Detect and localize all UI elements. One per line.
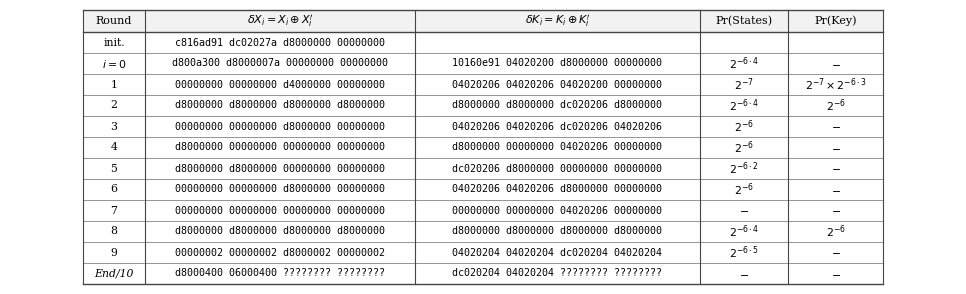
Text: $-$: $-$ — [831, 59, 840, 69]
Text: $2^{-6}$: $2^{-6}$ — [734, 181, 753, 198]
Text: 00000000 00000000 d8000000 00000000: 00000000 00000000 d8000000 00000000 — [175, 121, 385, 131]
Text: $-$: $-$ — [831, 121, 840, 131]
Text: 04020206 04020206 d8000000 00000000: 04020206 04020206 d8000000 00000000 — [452, 185, 663, 195]
Text: $2^{-6}$: $2^{-6}$ — [826, 97, 845, 114]
Text: 00000000 00000000 04020206 00000000: 00000000 00000000 04020206 00000000 — [452, 206, 663, 216]
Text: 3: 3 — [110, 121, 118, 131]
Text: $2^{-6\cdot5}$: $2^{-6\cdot5}$ — [729, 244, 759, 261]
Text: 10160e91 04020200 d8000000 00000000: 10160e91 04020200 d8000000 00000000 — [452, 59, 663, 69]
Text: 00000002 00000002 d8000002 00000002: 00000002 00000002 d8000002 00000002 — [175, 248, 385, 258]
Text: $-$: $-$ — [831, 143, 840, 153]
Text: 04020206 04020206 dc020206 04020206: 04020206 04020206 dc020206 04020206 — [452, 121, 663, 131]
Text: d8000000 d8000000 d8000000 d8000000: d8000000 d8000000 d8000000 d8000000 — [175, 101, 385, 111]
Text: $2^{-7}$: $2^{-7}$ — [734, 76, 753, 93]
Text: 00000000 00000000 00000000 00000000: 00000000 00000000 00000000 00000000 — [175, 206, 385, 216]
Text: $-$: $-$ — [739, 206, 749, 216]
Text: d8000400 06000400 ???????? ????????: d8000400 06000400 ???????? ???????? — [175, 268, 385, 278]
Text: dc020204 04020204 ???????? ????????: dc020204 04020204 ???????? ???????? — [452, 268, 663, 278]
Text: 00000000 00000000 d4000000 00000000: 00000000 00000000 d4000000 00000000 — [175, 79, 385, 89]
Text: 1: 1 — [110, 79, 118, 89]
Text: $-$: $-$ — [831, 185, 840, 195]
Text: d8000000 00000000 00000000 00000000: d8000000 00000000 00000000 00000000 — [175, 143, 385, 153]
Text: 4: 4 — [110, 143, 118, 153]
Text: 04020204 04020204 dc020204 04020204: 04020204 04020204 dc020204 04020204 — [452, 248, 663, 258]
Text: $2^{-6\cdot4}$: $2^{-6\cdot4}$ — [729, 97, 759, 114]
Text: 5: 5 — [110, 163, 118, 173]
Text: c816ad91 dc02027a d8000000 00000000: c816ad91 dc02027a d8000000 00000000 — [175, 38, 385, 48]
Text: 6: 6 — [110, 185, 118, 195]
Text: 2: 2 — [110, 101, 118, 111]
Text: End/10: End/10 — [95, 268, 133, 278]
Bar — [83, 10, 883, 32]
Text: $2^{-6\cdot2}$: $2^{-6\cdot2}$ — [729, 160, 759, 177]
Text: $i=0$: $i=0$ — [101, 58, 127, 69]
Text: dc020206 d8000000 00000000 00000000: dc020206 d8000000 00000000 00000000 — [452, 163, 663, 173]
Text: $2^{-6}$: $2^{-6}$ — [826, 223, 845, 240]
Text: Round: Round — [96, 16, 132, 26]
Text: $2^{-6\cdot4}$: $2^{-6\cdot4}$ — [729, 223, 759, 240]
Text: $-$: $-$ — [831, 268, 840, 278]
Text: 7: 7 — [110, 206, 118, 216]
Text: 04020206 04020206 04020200 00000000: 04020206 04020206 04020200 00000000 — [452, 79, 663, 89]
Text: $-$: $-$ — [739, 268, 749, 278]
Text: d800a300 d8000007a 00000000 00000000: d800a300 d8000007a 00000000 00000000 — [172, 59, 388, 69]
Text: init.: init. — [103, 38, 125, 48]
Text: Pr(States): Pr(States) — [716, 16, 773, 26]
Text: 9: 9 — [110, 248, 118, 258]
Text: $-$: $-$ — [831, 163, 840, 173]
Text: d8000000 d8000000 d8000000 d8000000: d8000000 d8000000 d8000000 d8000000 — [175, 226, 385, 236]
Text: $2^{-6}$: $2^{-6}$ — [734, 139, 753, 156]
Text: d8000000 d8000000 dc020206 d8000000: d8000000 d8000000 dc020206 d8000000 — [452, 101, 663, 111]
Text: $-$: $-$ — [831, 206, 840, 216]
Text: d8000000 d8000000 d8000000 d8000000: d8000000 d8000000 d8000000 d8000000 — [452, 226, 663, 236]
Text: Pr(Key): Pr(Key) — [814, 16, 857, 26]
Text: $2^{-6}$: $2^{-6}$ — [734, 118, 753, 135]
Text: $2^{-7} \times 2^{-6\cdot3}$: $2^{-7} \times 2^{-6\cdot3}$ — [805, 76, 867, 93]
Text: $2^{-6\cdot4}$: $2^{-6\cdot4}$ — [729, 55, 759, 72]
Text: $\delta K_i = K_i \oplus K_i'$: $\delta K_i = K_i \oplus K_i'$ — [525, 13, 590, 29]
Text: 8: 8 — [110, 226, 118, 236]
Text: d8000000 d8000000 00000000 00000000: d8000000 d8000000 00000000 00000000 — [175, 163, 385, 173]
Text: $\delta X_i = X_i \oplus X_i'$: $\delta X_i = X_i \oplus X_i'$ — [246, 13, 313, 29]
Text: d8000000 00000000 04020206 00000000: d8000000 00000000 04020206 00000000 — [452, 143, 663, 153]
Text: 00000000 00000000 d8000000 00000000: 00000000 00000000 d8000000 00000000 — [175, 185, 385, 195]
Text: $-$: $-$ — [831, 248, 840, 258]
